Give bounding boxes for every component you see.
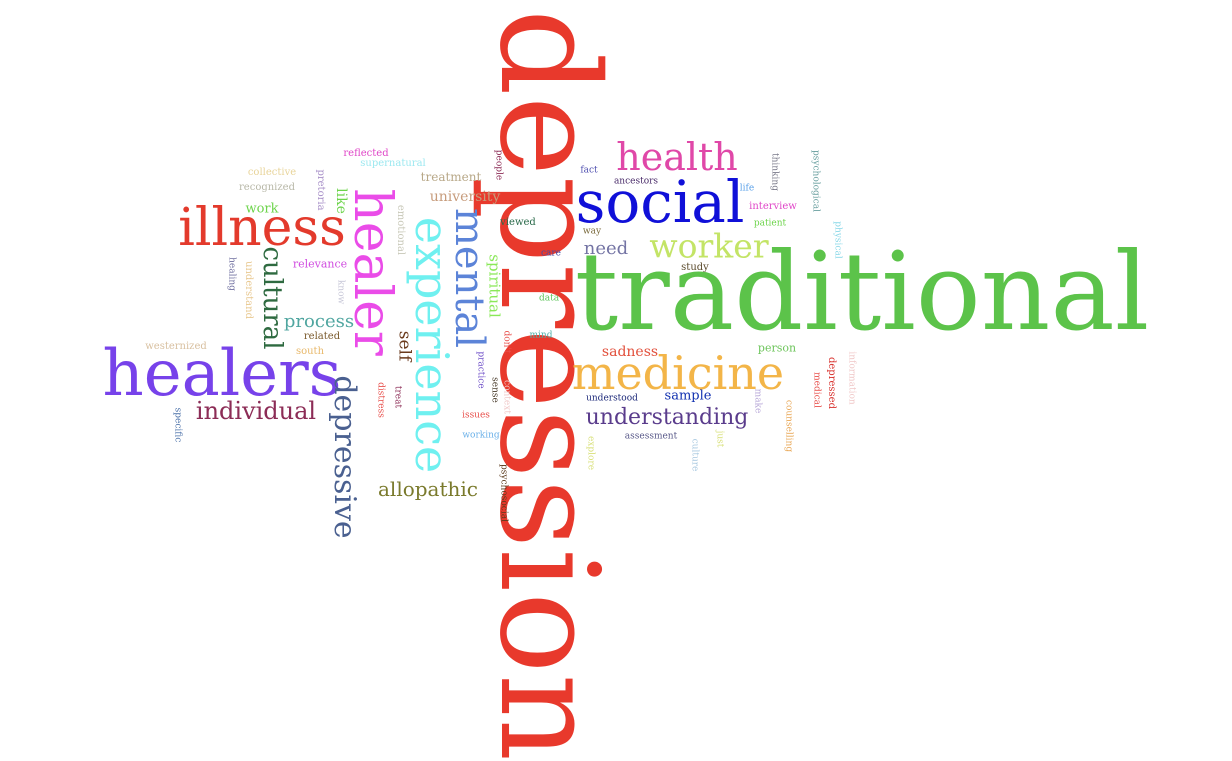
word-understand: understand	[243, 261, 254, 319]
word-like: like	[333, 188, 349, 214]
word-south: south	[295, 346, 325, 357]
word-related: related	[303, 331, 341, 342]
word-worker: worker	[649, 226, 769, 266]
word-social: social	[575, 168, 745, 236]
word-working: working	[462, 430, 500, 441]
word-healing: healing	[226, 257, 237, 291]
word-understanding: understanding	[585, 405, 749, 430]
word-emotional: emotional	[395, 204, 406, 256]
word-ancestors: ancestors	[613, 176, 659, 187]
word-dont: don't	[501, 330, 512, 354]
word-work: work	[245, 201, 279, 217]
word-understood: understood	[586, 393, 638, 404]
word-life: life	[739, 183, 755, 194]
word-data: data	[538, 293, 560, 304]
word-pretoria: pretoria	[315, 169, 326, 211]
word-mind: mind	[529, 330, 553, 341]
word-sense: sense	[489, 377, 500, 403]
word-process: process	[283, 311, 355, 332]
word-care: care	[540, 248, 562, 259]
word-interview: interview	[749, 201, 797, 212]
word-self: self	[394, 330, 415, 362]
word-practice: practice	[475, 351, 486, 389]
word-relevance: relevance	[292, 257, 348, 271]
word-assessment: assessment	[624, 431, 678, 442]
word-person: person	[757, 341, 797, 355]
word-health: health	[616, 135, 738, 179]
word-just: just	[714, 430, 725, 448]
word-university: university	[429, 189, 501, 205]
word-cultural: cultural	[257, 246, 287, 350]
word-cloud: depression traditional social medicine h…	[102, 8, 1150, 761]
word-distress: distress	[375, 382, 386, 418]
word-individual: individual	[195, 397, 317, 425]
word-depressed: depressed	[826, 356, 837, 410]
word-people: people	[493, 149, 504, 181]
word-know: know	[335, 279, 346, 305]
word-sample: sample	[664, 388, 712, 404]
word-reflected: reflected	[343, 148, 389, 159]
word-psychosocial: psychosocial	[498, 464, 509, 522]
word-make: make	[752, 388, 763, 414]
word-thinking: thinking	[769, 153, 780, 191]
word-viewed: viewed	[500, 217, 536, 228]
word-information: information	[846, 351, 857, 405]
word-fact: fact	[580, 165, 598, 176]
word-way: way	[582, 226, 602, 237]
word-culture: culture	[689, 438, 700, 472]
word-spiritual: spiritual	[485, 254, 504, 318]
word-issues: issues	[462, 410, 490, 421]
word-collective: collective	[247, 167, 297, 178]
word-counselling: counselling	[783, 399, 794, 453]
word-treat: treat	[392, 385, 403, 409]
word-treatment: treatment	[420, 170, 482, 184]
word-psychological: psychological	[810, 150, 821, 212]
word-physical: physical	[832, 221, 843, 259]
word-specific: specific	[172, 407, 183, 443]
word-medical: medical	[811, 372, 822, 408]
word-patient: patient	[753, 218, 787, 229]
word-illness: illness	[178, 198, 346, 258]
word-study: study	[681, 262, 709, 273]
word-medicine: medicine	[571, 346, 785, 400]
word-context: context	[501, 380, 512, 414]
word-westernized: westernized	[145, 341, 207, 352]
word-need: need	[583, 238, 629, 259]
word-supernatural: supernatural	[360, 158, 426, 169]
word-sadness: sadness	[601, 344, 659, 360]
word-traditional: traditional	[574, 230, 1150, 355]
word-explore: explore	[585, 435, 596, 471]
word-allopathic: allopathic	[378, 477, 478, 501]
word-mental: mental	[446, 207, 492, 349]
word-healers: healers	[102, 337, 342, 411]
word-recognized: recognized	[239, 182, 295, 193]
word-depressive: depressive	[327, 375, 362, 539]
